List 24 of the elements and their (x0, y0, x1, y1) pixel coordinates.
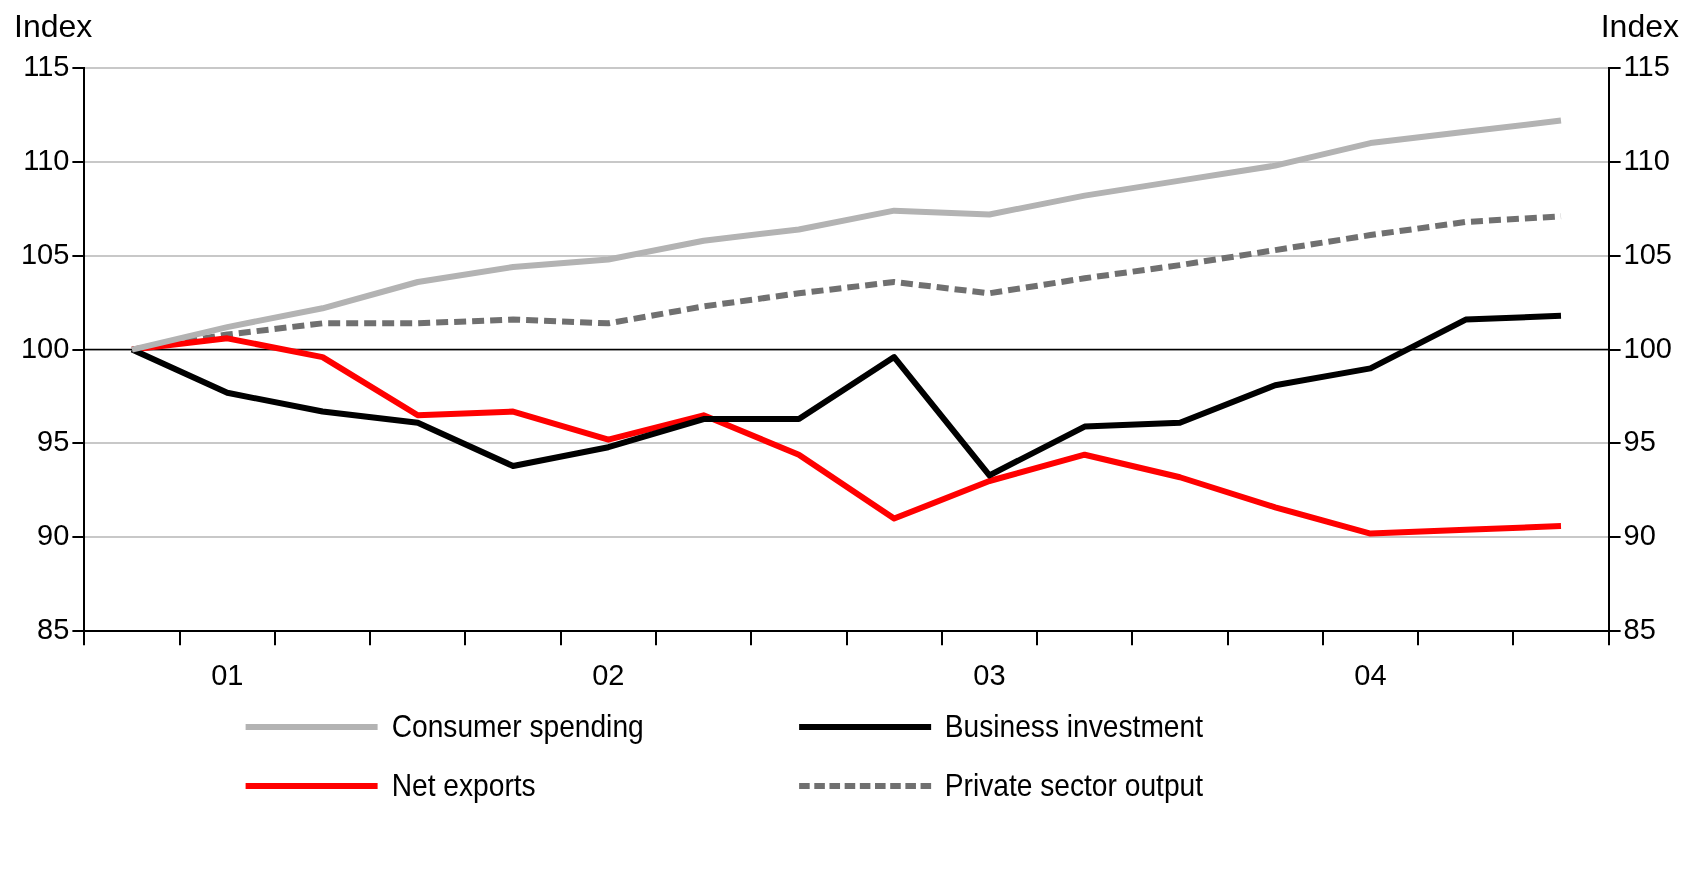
legend-label: Business investment (944, 708, 1204, 745)
x-tick-label: 02 (592, 658, 625, 691)
y2-tick-label: 105 (1623, 237, 1673, 270)
y-tick-label: 105 (20, 237, 70, 270)
y-tick-label: 95 (37, 425, 70, 458)
y2-tick-label: 85 (1623, 613, 1656, 646)
legend-label: Private sector output (944, 767, 1204, 804)
x-tick-label: 04 (1354, 658, 1387, 691)
y-tick-label: 85 (37, 613, 70, 646)
y2-tick-label: 95 (1623, 425, 1656, 458)
legend-label: Consumer spending (391, 708, 644, 745)
y2-tick-label: 115 (1623, 50, 1670, 82)
y-tick-label: 90 (37, 519, 70, 552)
y2-axis-title: Index (1600, 8, 1679, 45)
y2-tick-label: 100 (1623, 331, 1673, 364)
y-tick-label: 110 (23, 143, 70, 176)
x-tick-label: 01 (211, 658, 244, 691)
y2-tick-label: 90 (1623, 519, 1656, 552)
y-axis-title: Index (14, 8, 93, 45)
x-tick-label: 03 (973, 658, 1006, 691)
y-tick-label: 100 (20, 331, 70, 364)
y2-tick-label: 110 (1623, 143, 1670, 176)
legend-label: Net exports (391, 767, 536, 804)
y-tick-label: 115 (23, 50, 70, 82)
